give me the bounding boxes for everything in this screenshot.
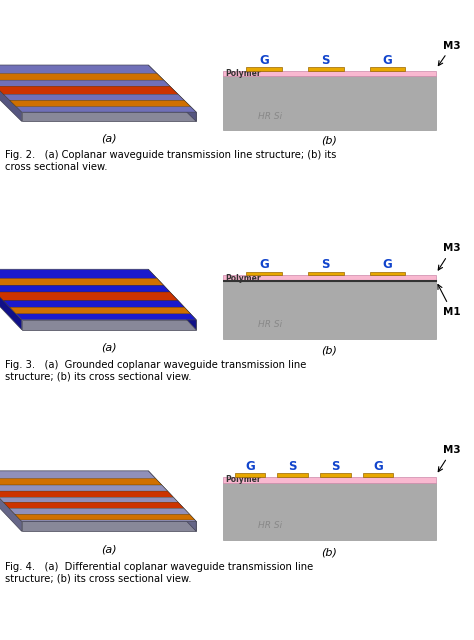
Bar: [235, 473, 265, 477]
Polygon shape: [0, 65, 196, 112]
Polygon shape: [0, 86, 178, 94]
Text: G: G: [383, 54, 392, 67]
Text: (a): (a): [101, 545, 117, 554]
Text: HR Si: HR Si: [258, 112, 283, 121]
Text: S: S: [322, 54, 330, 67]
Bar: [370, 67, 405, 70]
Bar: [223, 275, 436, 281]
Text: S: S: [331, 460, 339, 473]
Text: G: G: [259, 258, 269, 271]
Bar: [223, 70, 436, 76]
Polygon shape: [0, 74, 164, 80]
Polygon shape: [4, 502, 184, 508]
Polygon shape: [22, 320, 196, 330]
Text: G: G: [259, 54, 269, 67]
Bar: [223, 483, 436, 540]
Polygon shape: [22, 112, 196, 122]
Bar: [277, 473, 308, 477]
Polygon shape: [4, 94, 184, 100]
Text: HR Si: HR Si: [258, 522, 283, 531]
Polygon shape: [0, 292, 178, 301]
Bar: [320, 473, 351, 477]
Polygon shape: [22, 522, 196, 531]
Polygon shape: [0, 485, 167, 491]
Text: M3: M3: [438, 445, 461, 472]
Text: M3: M3: [438, 243, 461, 270]
Text: (a): (a): [101, 133, 117, 143]
Text: G: G: [373, 460, 383, 473]
Text: (b): (b): [321, 346, 337, 356]
Polygon shape: [0, 471, 196, 522]
Polygon shape: [148, 471, 196, 531]
Text: Fig. 2.   (a) Coplanar waveguide transmission line structure; (b) its
cross sect: Fig. 2. (a) Coplanar waveguide transmiss…: [5, 150, 336, 172]
Polygon shape: [0, 491, 173, 497]
Polygon shape: [0, 497, 178, 502]
Text: M3: M3: [438, 41, 461, 65]
Polygon shape: [9, 508, 190, 515]
Text: S: S: [322, 258, 330, 271]
Polygon shape: [15, 515, 195, 520]
Polygon shape: [0, 65, 22, 122]
Polygon shape: [0, 80, 170, 86]
Text: (b): (b): [321, 136, 337, 146]
Polygon shape: [0, 278, 164, 285]
Text: M1: M1: [438, 285, 461, 317]
Bar: [308, 67, 344, 70]
Polygon shape: [148, 65, 196, 122]
Polygon shape: [0, 285, 170, 292]
Polygon shape: [10, 100, 191, 106]
Bar: [246, 271, 282, 275]
Text: (b): (b): [321, 547, 337, 557]
Text: HR Si: HR Si: [258, 320, 283, 329]
Bar: [223, 76, 436, 130]
Bar: [308, 271, 344, 275]
Text: Polymer: Polymer: [225, 476, 261, 484]
Polygon shape: [148, 269, 196, 330]
Bar: [246, 67, 282, 70]
Text: Polymer: Polymer: [225, 274, 261, 283]
Polygon shape: [0, 269, 196, 320]
Text: Polymer: Polymer: [225, 68, 261, 78]
Text: Fig. 4.   (a)  Differential coplanar waveguide transmission line
structure; (b) : Fig. 4. (a) Differential coplanar wavegu…: [5, 562, 313, 583]
Bar: [370, 271, 405, 275]
Bar: [223, 281, 436, 339]
Text: Fig. 3.   (a)  Grounded coplanar waveguide transmission line
structure; (b) its : Fig. 3. (a) Grounded coplanar waveguide …: [5, 360, 306, 381]
Text: (a): (a): [101, 343, 117, 353]
Polygon shape: [0, 269, 22, 330]
Polygon shape: [10, 307, 191, 314]
Polygon shape: [4, 301, 184, 307]
Text: G: G: [383, 258, 392, 271]
Bar: [223, 477, 436, 483]
Text: S: S: [289, 460, 297, 473]
Polygon shape: [0, 479, 162, 485]
Text: G: G: [245, 460, 255, 473]
Polygon shape: [0, 471, 22, 531]
Bar: [363, 473, 393, 477]
